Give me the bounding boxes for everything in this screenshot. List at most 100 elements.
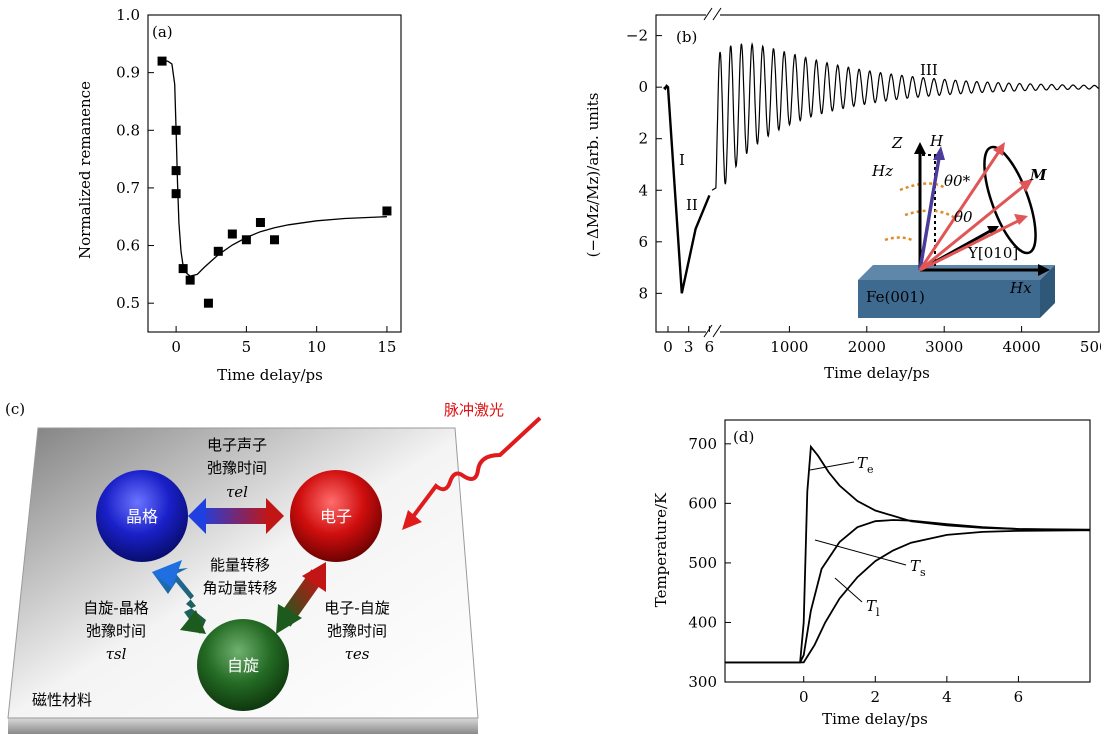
panel-c-tag: (c) — [5, 400, 25, 418]
inset-label-theta0-star: θ0* — [944, 172, 971, 190]
inset-label-m: M — [1029, 166, 1047, 184]
m-vector-upper — [918, 149, 1002, 271]
data-point — [213, 246, 223, 256]
x-tick-label: 2 — [871, 688, 881, 706]
data-point — [171, 166, 181, 176]
laser-arrowhead — [402, 510, 422, 530]
data-point — [178, 264, 188, 274]
y-tick-label: 0.7 — [116, 179, 140, 197]
series-Ts — [725, 519, 1091, 664]
y-tick-label: 0.9 — [116, 64, 140, 82]
panel-d-xlabel: Time delay/ps — [822, 710, 928, 728]
y-tick-label: 2 — [638, 130, 648, 148]
panel-b-xlabel: Time delay/ps — [824, 364, 930, 382]
y-tick-label: 4 — [638, 181, 648, 199]
fit-line — [159, 60, 387, 277]
h-vector — [918, 157, 941, 271]
data-point — [171, 189, 181, 199]
x-tick-label: 2000 — [848, 338, 886, 356]
region-label-III: III — [920, 61, 938, 79]
panel-a-plot-frame — [147, 14, 402, 333]
x-tick-label: 15 — [377, 338, 396, 356]
arrow-electron-spin — [276, 562, 326, 634]
electron-sphere — [290, 470, 382, 562]
panel-a-ticks: 0 5 10 15 0.5 0.6 0.7 0.8 0.9 1.0 — [116, 6, 396, 356]
short-time-curve — [663, 83, 711, 294]
panel-d-lines — [725, 444, 1091, 664]
laser-pulse-wave — [410, 416, 542, 520]
inset-label-hz: Hz — [871, 162, 893, 180]
region-label-I: I — [679, 151, 685, 169]
fe-label: Fe(001) — [866, 288, 925, 306]
es-text-2: 弛豫时间 — [327, 622, 387, 640]
panel-b-inset: Fe(001) Z H Hz θ0* θ0 M Y[010] Hx — [858, 132, 1055, 318]
x-tick-label: 3 — [684, 338, 694, 356]
material-plate-edge — [8, 718, 478, 734]
spin-sphere — [197, 619, 289, 711]
x-tick-label: 10 — [307, 338, 326, 356]
fe-slab-front — [858, 280, 1040, 318]
inset-label-theta0: θ0 — [954, 208, 973, 226]
ts-leader — [814, 539, 907, 566]
region-label-II: II — [686, 196, 698, 214]
y-tick-label: 0.8 — [116, 121, 140, 139]
oscillation-curve — [711, 42, 1100, 191]
x-tick-label: 0 — [663, 338, 673, 356]
y-tick-label: 400 — [688, 613, 717, 631]
inset-label-h: H — [929, 132, 944, 150]
x-tick-label: 0 — [799, 688, 809, 706]
y-tick-label: 8 — [638, 284, 648, 302]
data-point — [255, 217, 265, 227]
data-point — [203, 298, 213, 308]
data-point — [241, 235, 251, 245]
data-point — [185, 275, 195, 285]
panel-d-plot-frame — [724, 419, 1091, 683]
panel-a-ylabel: Normalized remanence — [76, 81, 94, 259]
lattice-sphere — [96, 470, 188, 562]
el-text-2: 弛豫时间 — [207, 459, 267, 477]
panel-a-data-points — [157, 56, 392, 308]
center-text-1: 能量转移 — [210, 556, 270, 574]
center-text-2: 角动量转移 — [202, 579, 277, 597]
x-tick-label: 4 — [942, 688, 952, 706]
x-tick-label: 3000 — [925, 338, 963, 356]
panel-d-tag: (d) — [733, 428, 754, 446]
precession-ellipse — [983, 145, 1037, 255]
panel-a-tag: (a) — [152, 23, 173, 41]
x-tick-label: 5000 — [1080, 338, 1101, 356]
axis-break-top — [703, 7, 722, 21]
spin-label: 自旋 — [227, 656, 259, 675]
m-vector-lower — [919, 218, 1021, 272]
arrow-lattice-electron — [188, 498, 284, 534]
el-text-1: 电子声子 — [207, 436, 267, 454]
laser-label: 脉冲激光 — [444, 401, 504, 419]
y-tick-label: 600 — [688, 494, 717, 512]
y-tick-label: 500 — [688, 554, 717, 572]
y-tick-label: 0 — [638, 78, 648, 96]
x-tick-label: 0 — [171, 338, 181, 356]
ts-label: Ts — [910, 557, 926, 579]
series-Te — [725, 444, 1091, 664]
y-tick-label: 1.0 — [116, 6, 140, 24]
tl-leader — [834, 577, 863, 603]
x-tick-label: 5 — [242, 338, 252, 356]
data-point — [227, 229, 237, 239]
panel-b-plot-frame — [655, 14, 1100, 333]
y-tick-label: −2 — [626, 27, 648, 45]
lattice-label: 晶格 — [126, 507, 158, 526]
inset-label-y: Y[010] — [967, 244, 1018, 262]
y-tick-label: 6 — [638, 233, 648, 251]
y-tick-label: 700 — [688, 435, 717, 453]
te-label: Te — [857, 454, 874, 476]
y-tick-label: 0.5 — [116, 294, 140, 312]
electron-label: 电子 — [320, 507, 352, 526]
tau-el: τel — [226, 483, 248, 501]
panel-b-tag: (b) — [676, 28, 697, 46]
x-tick-label: 6 — [705, 338, 715, 356]
x-tick-label: 6 — [1014, 688, 1024, 706]
inset-label-z: Z — [891, 134, 903, 152]
panel-b-ticks: −20246803610002000300040005000 — [626, 27, 1101, 356]
